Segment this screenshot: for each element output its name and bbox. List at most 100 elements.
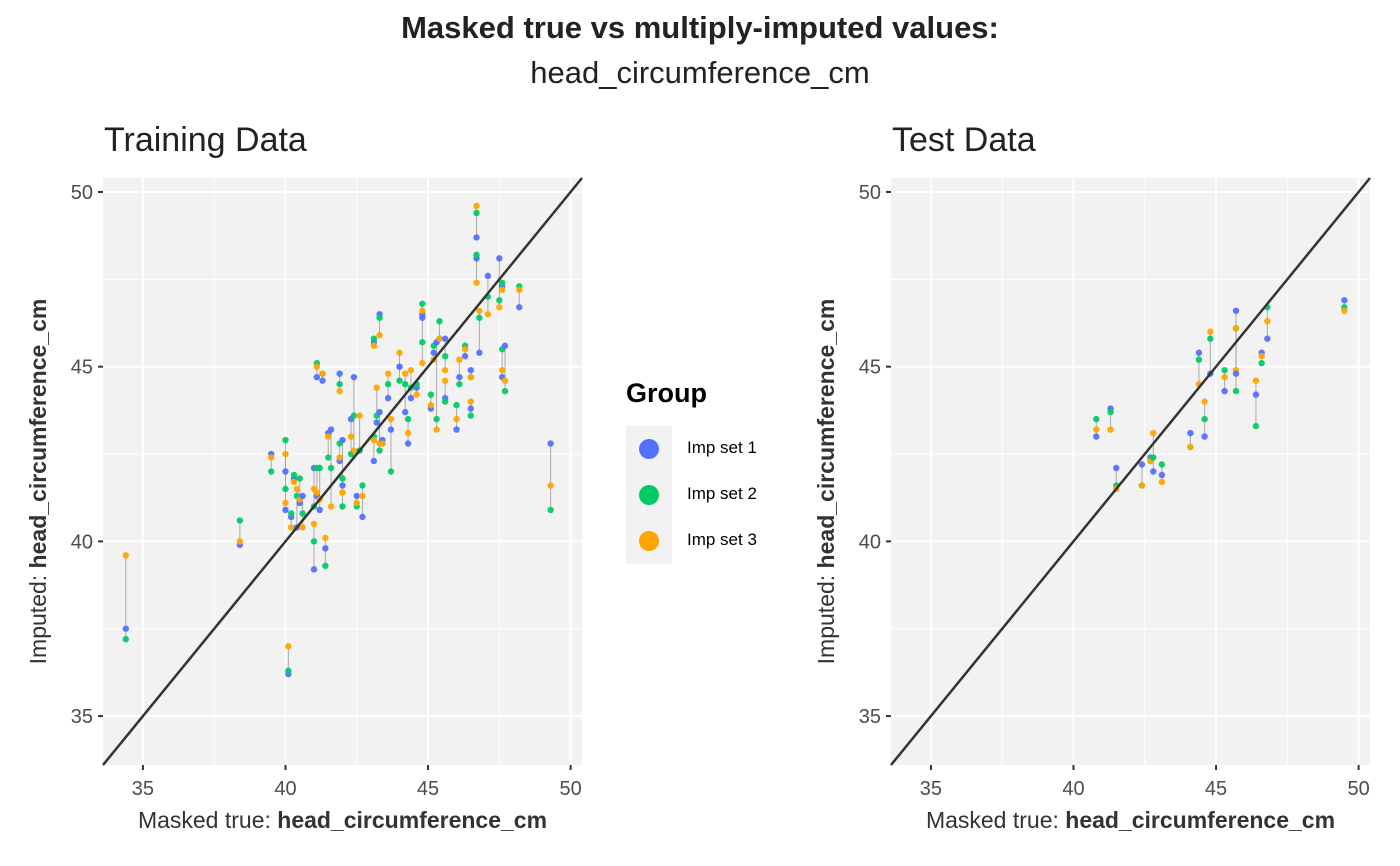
point-imp-set-1: [387, 426, 395, 433]
point-imp-set-3: [347, 433, 355, 440]
point-imp-set-3: [336, 387, 343, 395]
point-imp-set-2: [370, 335, 378, 342]
point-imp-set-3: [1158, 478, 1166, 486]
point-imp-set-2: [122, 636, 130, 643]
point-imp-set-3: [384, 370, 392, 377]
point-imp-set-1: [322, 545, 329, 552]
point-imp-set-3: [322, 534, 329, 542]
point-imp-set-2: [336, 380, 343, 388]
point-imp-set-2: [290, 471, 298, 479]
point-imp-set-2: [359, 482, 366, 489]
point-imp-set-2: [322, 562, 329, 570]
point-imp-set-3: [1252, 377, 1260, 384]
x-tick-label: 50: [1347, 778, 1369, 800]
point-imp-set-3: [1150, 429, 1157, 437]
point-imp-set-1: [353, 492, 360, 500]
point-imp-set-2: [376, 314, 383, 321]
y-tick-label: 40: [71, 531, 93, 553]
point-imp-set-3: [1207, 328, 1214, 335]
y-tick-label: 50: [859, 182, 881, 204]
point-imp-set-2: [427, 391, 435, 398]
point-imp-set-3: [419, 307, 426, 314]
point-imp-set-2: [467, 412, 475, 419]
point-imp-set-1: [1232, 370, 1240, 377]
point-imp-set-2: [1150, 454, 1157, 461]
point-imp-set-3: [461, 346, 469, 353]
point-imp-set-2: [1232, 387, 1240, 395]
point-imp-set-2: [473, 251, 480, 259]
point-imp-set-2: [1201, 415, 1208, 423]
point-imp-set-1: [359, 513, 366, 521]
point-imp-set-3: [313, 363, 321, 370]
legend-dot-icon: [639, 439, 659, 459]
point-imp-set-1: [467, 366, 475, 374]
point-imp-set-1: [396, 363, 403, 370]
chart-title: Masked true vs multiply-imputed values:: [401, 10, 999, 45]
point-imp-set-2: [441, 398, 449, 405]
y-tick-label: 45: [71, 357, 93, 379]
point-imp-set-3: [379, 440, 386, 447]
point-imp-set-1: [1232, 307, 1240, 314]
point-imp-set-3: [516, 286, 523, 294]
point-imp-set-3: [1264, 318, 1271, 325]
point-imp-set-1: [313, 373, 321, 381]
point-imp-set-2: [350, 412, 358, 419]
y-axis-label: Imputed: head_circumference_cm: [813, 299, 839, 665]
point-imp-set-1: [350, 373, 358, 381]
point-imp-set-3: [353, 499, 360, 507]
point-imp-set-1: [1252, 391, 1260, 398]
point-imp-set-1: [370, 457, 378, 465]
point-imp-set-3: [436, 335, 443, 342]
legend-dot-icon: [639, 531, 659, 551]
point-imp-set-2: [441, 352, 449, 360]
point-imp-set-2: [498, 279, 506, 287]
point-imp-set-1: [467, 405, 475, 412]
point-imp-set-2: [316, 464, 323, 472]
x-axis-label: Masked true: head_circumference_cm: [138, 807, 547, 833]
point-imp-set-2: [387, 468, 395, 475]
point-imp-set-1: [316, 506, 323, 514]
legend-item-imp-set-2: Imp set 2: [626, 472, 826, 518]
point-imp-set-1: [453, 426, 460, 433]
point-imp-set-1: [336, 370, 343, 377]
point-imp-set-3: [1221, 373, 1228, 381]
legend-dot-icon: [639, 485, 659, 505]
point-imp-set-3: [282, 499, 289, 507]
point-imp-set-2: [384, 380, 392, 388]
y-tick-label: 35: [71, 706, 93, 728]
point-imp-set-2: [496, 297, 503, 304]
x-tick-label: 45: [1205, 778, 1227, 800]
point-imp-set-1: [1093, 433, 1100, 440]
point-imp-set-3: [419, 359, 426, 367]
point-imp-set-1: [310, 566, 318, 573]
point-imp-set-3: [1258, 352, 1265, 360]
point-imp-set-3: [327, 503, 335, 510]
point-imp-set-1: [456, 373, 463, 381]
point-imp-set-1: [319, 377, 326, 384]
point-imp-set-3: [236, 538, 244, 545]
point-imp-set-1: [1264, 335, 1271, 342]
point-imp-set-2: [402, 380, 409, 388]
point-imp-set-2: [1093, 415, 1100, 423]
point-imp-set-2: [282, 485, 289, 493]
point-imp-set-2: [282, 436, 289, 444]
point-imp-set-3: [299, 524, 306, 531]
legend-label: Imp set 1: [687, 438, 757, 457]
point-imp-set-3: [359, 492, 366, 500]
point-imp-set-3: [376, 332, 383, 339]
point-imp-set-3: [433, 426, 440, 433]
point-imp-set-3: [473, 202, 480, 210]
x-tick-label: 35: [920, 778, 942, 800]
panel-title-test: Test Data: [892, 121, 1036, 159]
point-imp-set-3: [441, 377, 449, 384]
point-imp-set-1: [441, 335, 449, 342]
point-imp-set-2: [1107, 408, 1114, 416]
point-imp-set-1: [496, 255, 503, 262]
legend-title: Group: [626, 378, 707, 408]
y-tick-label: 35: [859, 706, 881, 728]
point-imp-set-1: [476, 349, 483, 356]
point-imp-set-3: [293, 485, 301, 493]
point-imp-set-3: [310, 520, 318, 528]
point-imp-set-3: [319, 370, 326, 377]
point-imp-set-1: [1138, 461, 1146, 468]
